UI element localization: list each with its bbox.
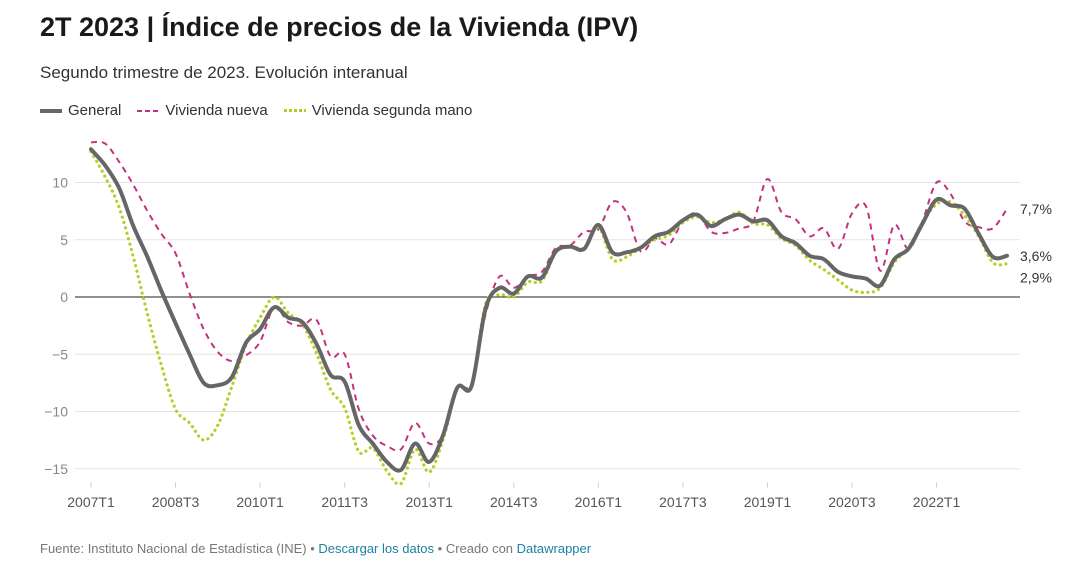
legend-swatch-general — [40, 108, 62, 113]
footer-created-with: • Creado con — [434, 541, 517, 556]
download-data-link[interactable]: Descargar los datos — [318, 541, 435, 556]
x-tick-label: 2011T3 — [321, 494, 368, 510]
legend-label-vivienda-nueva: Vivienda nueva — [165, 102, 268, 119]
end-label-vivienda-nueva: 7,7% — [1020, 201, 1052, 217]
legend-item-general: General — [40, 102, 121, 119]
end-label-vivienda-segunda-mano: 2,9% — [1020, 270, 1052, 286]
y-tick-label: −15 — [44, 461, 68, 477]
legend-item-vivienda-segunda-mano: Vivienda segunda mano — [283, 102, 473, 119]
y-tick-label: 10 — [52, 175, 68, 191]
y-tick-label: −5 — [52, 346, 68, 362]
y-tick-label: −10 — [44, 404, 68, 420]
legend: General Vivienda nueva Vivienda segunda … — [40, 102, 488, 119]
x-tick-label: 2019T1 — [744, 494, 792, 510]
series-line-vivienda-nueva — [90, 140, 1008, 452]
x-tick-label: 2022T1 — [913, 494, 961, 510]
x-tick-label: 2016T1 — [575, 494, 623, 510]
legend-swatch-vivienda-nueva — [137, 109, 160, 112]
line-chart: 10 5 0 −5 −10 −15 2007T1 2008T3 2010T1 2011T3 2013… — [44, 140, 1052, 510]
footer: Fuente: Instituto Nacional de Estadístic… — [40, 541, 591, 556]
x-tick-label: 2014T3 — [490, 494, 538, 510]
x-tick-label: 2008T3 — [152, 494, 200, 510]
end-label-general: 3,6% — [1020, 248, 1052, 264]
x-tick-label: 2010T1 — [236, 494, 284, 510]
y-tick-label: 5 — [60, 232, 68, 248]
legend-item-vivienda-nueva: Vivienda nueva — [137, 102, 268, 119]
datawrapper-link[interactable]: Datawrapper — [516, 541, 592, 556]
footer-source: Fuente: Instituto Nacional de Estadístic… — [40, 541, 307, 556]
chart-title: 2T 2023 | Índice de precios de la Vivien… — [40, 12, 639, 42]
y-tick-label: 0 — [60, 289, 68, 305]
series-line-vivienda-segunda-mano — [89, 150, 1009, 486]
legend-swatch-vivienda-segunda-mano — [283, 109, 306, 112]
x-tick-label: 2007T1 — [67, 494, 115, 510]
legend-label-general: General — [68, 102, 122, 119]
chart-subtitle: Segundo trimestre de 2023. Evolución int… — [40, 63, 408, 82]
x-tick-label: 2013T1 — [405, 494, 453, 510]
legend-label-vivienda-segunda-mano: Vivienda segunda mano — [311, 102, 473, 119]
footer-separator: • — [306, 541, 319, 556]
x-tick-label: 2017T3 — [659, 494, 707, 510]
series-line-general — [89, 147, 1009, 473]
x-tick-label: 2020T3 — [828, 494, 876, 510]
